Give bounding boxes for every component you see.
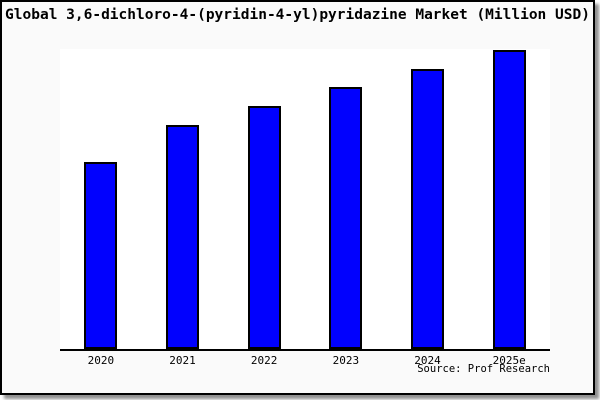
bar-slot-2022 bbox=[223, 49, 305, 349]
bar-slot-2023 bbox=[305, 49, 387, 349]
x-axis-tick-labels: 2020 2021 2022 2023 2024 2025e bbox=[60, 354, 550, 367]
bar-2022 bbox=[247, 106, 281, 349]
x-tick-label-2024: 2024 bbox=[414, 354, 441, 367]
x-tick-label-2021: 2021 bbox=[169, 354, 196, 367]
bar-slot-2024 bbox=[387, 49, 469, 349]
bar-slot-2021 bbox=[142, 49, 224, 349]
bar-2021 bbox=[166, 125, 199, 349]
x-tick-label-2022: 2022 bbox=[250, 354, 278, 367]
bar-2025e bbox=[492, 50, 526, 349]
bar-2023 bbox=[329, 87, 363, 349]
x-tick-label-2020: 2020 bbox=[87, 354, 115, 367]
plot-area bbox=[60, 49, 550, 351]
bar-slot-2020 bbox=[60, 49, 142, 349]
source-credit: Source: Prof Research bbox=[417, 363, 550, 375]
x-tick-label-2023: 2023 bbox=[332, 354, 360, 367]
chart-frame: Global 3,6-dichloro-4-(pyridin-4-yl)pyri… bbox=[0, 0, 595, 395]
bar-2020 bbox=[84, 162, 118, 349]
chart-title: Global 3,6-dichloro-4-(pyridin-4-yl)pyri… bbox=[5, 7, 590, 23]
bar-2024 bbox=[411, 69, 445, 349]
bar-slot-2025e bbox=[468, 49, 550, 349]
x-tick-label-2025e: 2025e bbox=[492, 354, 526, 367]
